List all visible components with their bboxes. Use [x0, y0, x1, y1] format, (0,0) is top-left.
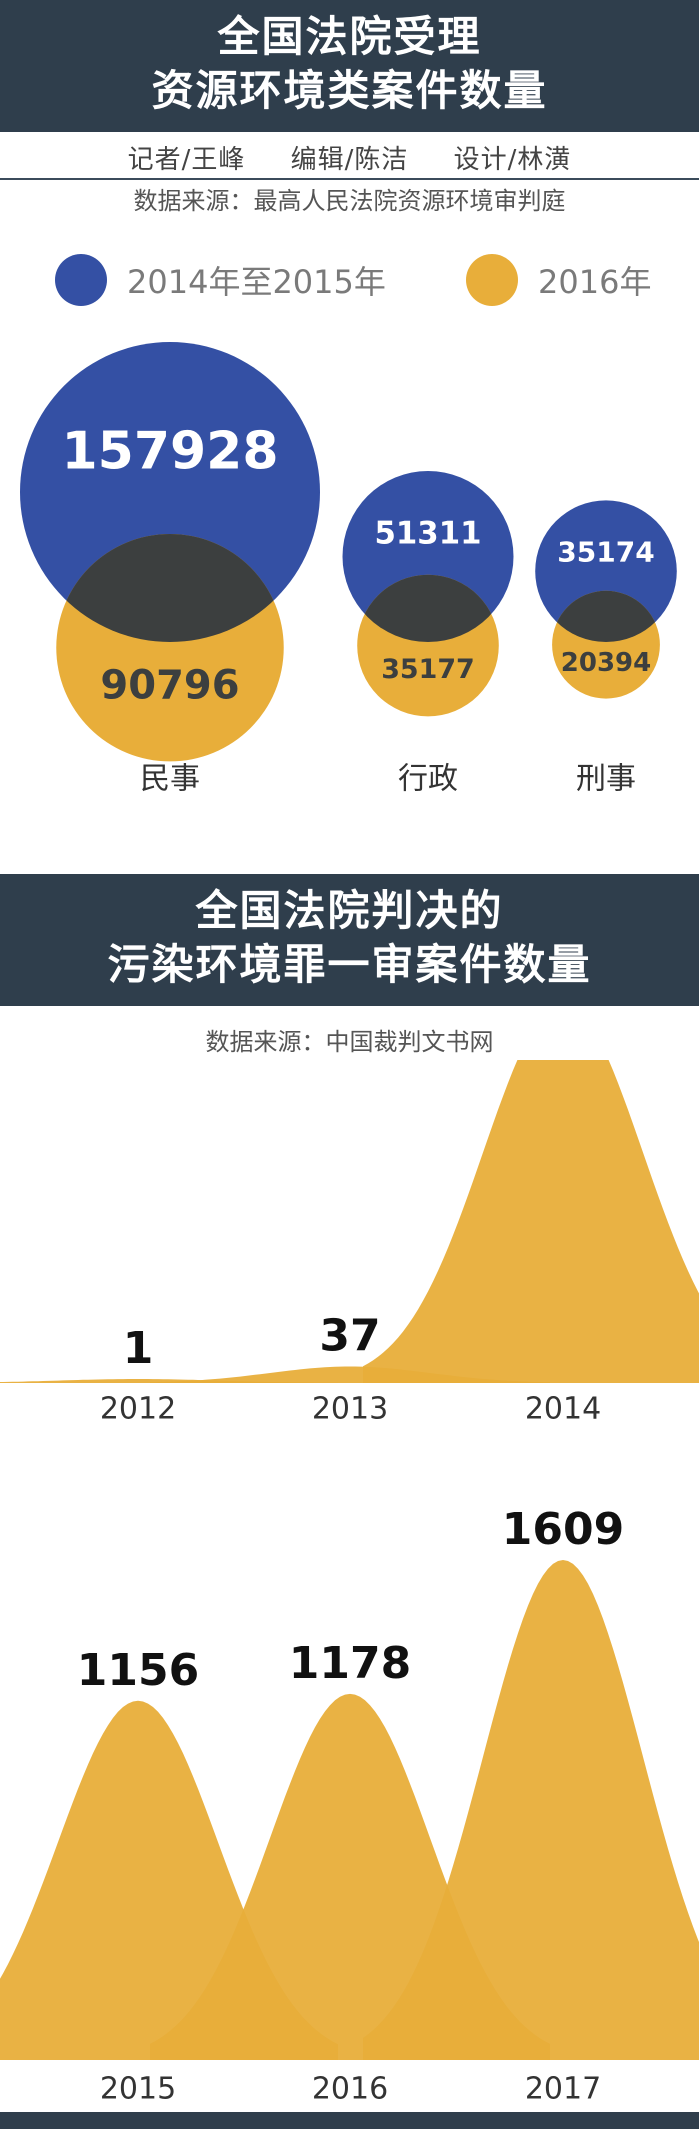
- editor-credit: 编辑/陈洁: [290, 145, 409, 175]
- value-label: 1156: [77, 1645, 199, 1696]
- year-label: 2017: [525, 2072, 601, 2107]
- value-label-2014-2015: 51311: [374, 516, 481, 552]
- credits: 记者/王峰 编辑/陈洁 设计/林潢: [0, 140, 699, 180]
- value-label: 1178: [289, 1638, 411, 1689]
- title-banner-2: 全国法院判决的 污染环境罪一审案件数量: [0, 874, 699, 1006]
- area-peak-2017: [363, 1560, 699, 2060]
- legend-swatch-gold: [466, 254, 518, 306]
- title-2-line-2: 污染环境罪一审案件数量: [107, 940, 592, 989]
- data-source-2: 数据来源：中国裁判文书网: [205, 1028, 494, 1056]
- value-label-2016: 90796: [100, 662, 239, 708]
- year-label: 2014: [525, 1392, 601, 1427]
- area-chart: 1201237201385220141156201511782016160920…: [0, 1060, 699, 2107]
- bubble-chart: 157928 90796 民事 51311 35177 行政 35174 20394 刑事: [20, 342, 677, 797]
- area-peak-2014: [363, 1060, 699, 1383]
- bubble-2-overlap: [552, 590, 660, 643]
- legend-item-2016: 2016年: [466, 252, 651, 308]
- designer-credit: 设计/林潢: [453, 145, 572, 175]
- value-label: 1: [123, 1323, 154, 1374]
- legend-swatch-blue: [55, 254, 107, 306]
- divider: [0, 178, 699, 180]
- year-label: 2013: [312, 1392, 388, 1427]
- reporter-credit: 记者/王峰: [127, 145, 246, 175]
- year-label: 2015: [100, 2072, 176, 2107]
- category-label: 行政: [398, 762, 458, 797]
- data-source-1: 数据来源：最高人民法院资源环境审判庭: [133, 187, 566, 215]
- value-label-2016: 35177: [381, 654, 475, 685]
- category-label: 刑事: [576, 762, 636, 797]
- legend-label: 2014年至2015年: [127, 263, 386, 301]
- value-label-2016: 20394: [561, 648, 651, 678]
- title-1-line-1: 全国法院受理: [217, 12, 482, 61]
- title-1-line-2: 资源环境类案件数量: [151, 66, 548, 115]
- year-label: 2012: [100, 1392, 176, 1427]
- value-label: 37: [319, 1310, 380, 1361]
- bubble-1-overlap: [357, 574, 499, 642]
- value-label: 1609: [502, 1504, 624, 1555]
- year-label: 2016: [312, 2072, 388, 2107]
- bubble-0-overlap: [56, 533, 284, 642]
- legend-item-2014-2015: 2014年至2015年: [55, 252, 386, 308]
- category-label: 民事: [140, 762, 200, 797]
- legend-label: 2016年: [538, 263, 652, 301]
- title-banner-1: 全国法院受理 资源环境类案件数量: [0, 0, 699, 132]
- value-label-2014-2015: 157928: [61, 422, 278, 482]
- value-label-2014-2015: 35174: [557, 536, 654, 569]
- title-2-line-1: 全国法院判决的: [195, 886, 504, 935]
- footer-strip: [0, 2112, 699, 2129]
